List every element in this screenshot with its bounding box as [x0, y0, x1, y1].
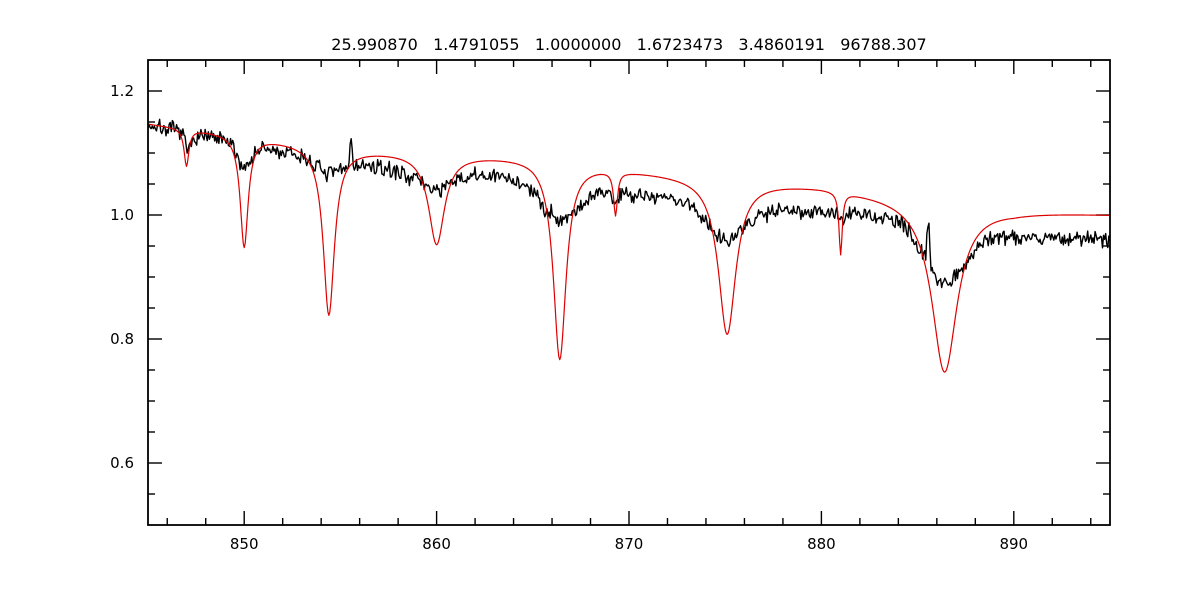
series-lines — [147, 118, 1111, 373]
x-tick-label: 860 — [422, 535, 451, 553]
x-tick-label: 850 — [230, 535, 259, 553]
y-tick-label: 0.8 — [110, 330, 134, 348]
x-tick-label: 890 — [999, 535, 1028, 553]
plot-frame — [147, 59, 1111, 526]
y-tick-label: 1.0 — [110, 206, 134, 224]
x-tick-label: 880 — [807, 535, 836, 553]
plot-frame-rect — [147, 59, 1111, 526]
y-tick-label: 0.6 — [110, 454, 134, 472]
axis-ticks — [148, 60, 1110, 525]
x-tick-label: 870 — [615, 535, 644, 553]
y-tick-label: 1.2 — [110, 82, 134, 100]
axis-labels: 850 860 870 880 890 0.6 0.8 1.0 1.2 — [110, 82, 1028, 553]
plot-title: 25.990870 1.4791055 1.0000000 1.6723473 … — [331, 35, 926, 54]
model-spectrum-line — [147, 123, 1111, 373]
